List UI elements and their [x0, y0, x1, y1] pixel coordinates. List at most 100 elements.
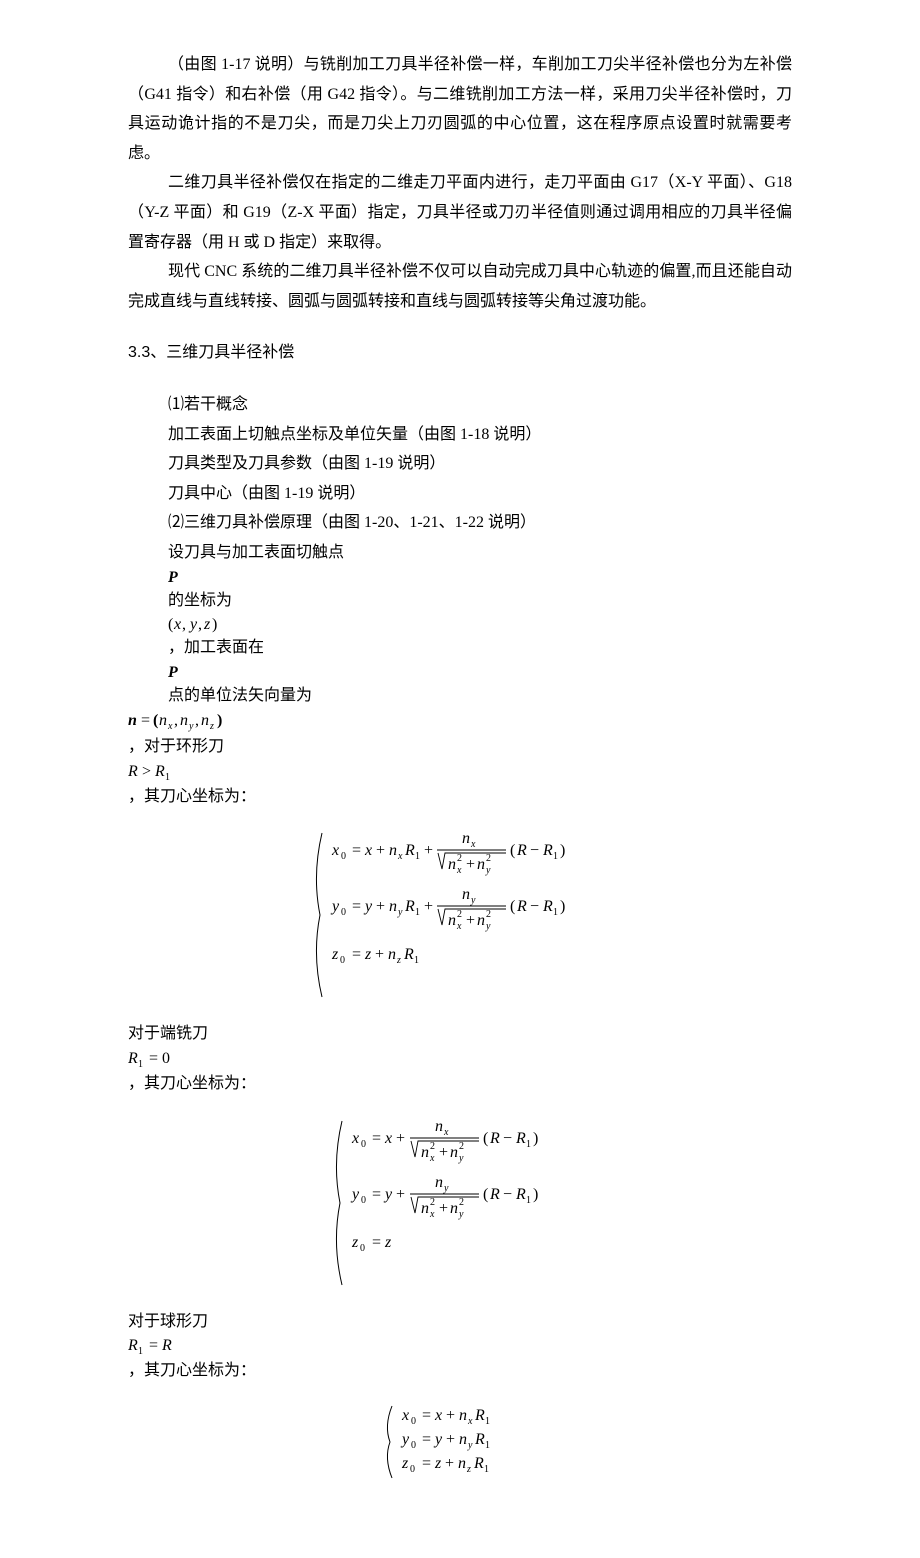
svg-text:x: x — [470, 839, 476, 850]
math-inline-R1eq0: R1 = 0 — [128, 1049, 182, 1069]
svg-text:+: + — [445, 1455, 454, 1472]
svg-text:0: 0 — [361, 1139, 366, 1150]
svg-text:): ) — [217, 712, 222, 729]
svg-text:x: x — [173, 616, 181, 633]
svg-text:x: x — [467, 1416, 473, 1427]
svg-text:2: 2 — [459, 1197, 464, 1208]
svg-text:2: 2 — [457, 853, 462, 864]
svg-text:z: z — [331, 946, 339, 963]
text-fragment: ，其刀心坐标为： — [128, 1075, 256, 1092]
svg-text:y: y — [433, 1431, 443, 1448]
svg-text:+: + — [424, 842, 433, 859]
math-inline-P: P — [168, 568, 184, 586]
paragraph-2: 二维刀具半径补偿仅在指定的二维走刀平面内进行，走刀平面由 G17（X-Y 平面）… — [128, 168, 792, 257]
text-fragment: ，对于环形刀 — [128, 738, 224, 755]
svg-text:=: = — [372, 1234, 381, 1251]
svg-text:,: , — [198, 616, 202, 633]
svg-text:R: R — [404, 898, 415, 915]
svg-text:1: 1 — [138, 1059, 143, 1069]
svg-text:0: 0 — [411, 1440, 416, 1451]
svg-text:+: + — [439, 1200, 448, 1217]
svg-text:n: n — [421, 1144, 429, 1161]
list-item-3: 刀具类型及刀具参数（由图 1-19 说明） — [128, 449, 792, 479]
svg-text:x: x — [434, 1407, 442, 1424]
svg-text:n: n — [462, 886, 470, 903]
math-inline-P2: P — [168, 663, 184, 681]
equation-block-2: x0 = x + nx n2x + n2y (R−R1) y0 = y + ny… — [128, 1113, 792, 1293]
svg-text:+: + — [446, 1407, 455, 1424]
text-fragment: 点的单位法矢向量为 — [168, 687, 312, 704]
svg-text:x: x — [456, 921, 462, 932]
svg-text:z: z — [434, 1455, 442, 1472]
svg-text:R: R — [403, 946, 414, 963]
svg-text:y: y — [330, 898, 340, 915]
svg-text:+: + — [439, 1144, 448, 1161]
svg-text:n: n — [388, 946, 396, 963]
text-fragment: 对于端铣刀 — [128, 1025, 208, 1042]
svg-text:1: 1 — [415, 907, 420, 918]
svg-text:=: = — [372, 1130, 381, 1147]
svg-text:R: R — [128, 1050, 138, 1067]
list-item-1: ⑴若干概念 — [128, 390, 792, 420]
svg-text:+: + — [376, 842, 385, 859]
text-fragment: ，其刀心坐标为： — [128, 788, 256, 805]
svg-text:x: x — [384, 1130, 392, 1147]
svg-text:R: R — [516, 842, 527, 859]
svg-text:R: R — [404, 842, 415, 859]
equation-block-1: x0 = x + nx R1 + nx n2x + n2y (R−R1) y0 … — [128, 825, 792, 1005]
svg-text:y: y — [188, 721, 194, 732]
svg-text:=: = — [352, 946, 361, 963]
svg-text:=: = — [352, 842, 361, 859]
svg-text:−: − — [503, 1130, 512, 1147]
svg-text:y: y — [383, 1186, 393, 1203]
svg-text:x: x — [167, 721, 173, 732]
svg-text:1: 1 — [165, 772, 170, 782]
svg-text:y: y — [467, 1440, 473, 1451]
equation-end-mill: x0 = x + nx n2x + n2y (R−R1) y0 = y + ny… — [330, 1113, 590, 1293]
svg-text:=: = — [149, 1050, 158, 1067]
svg-text:n: n — [450, 1200, 458, 1217]
svg-text:2: 2 — [430, 1141, 435, 1152]
svg-text:x: x — [429, 1153, 435, 1164]
svg-text:n: n — [435, 1118, 443, 1135]
svg-text:,: , — [174, 712, 178, 729]
svg-text:n: n — [448, 856, 456, 873]
svg-text:1: 1 — [485, 1416, 490, 1427]
svg-text:1: 1 — [484, 1464, 489, 1475]
svg-text:x: x — [429, 1209, 435, 1220]
svg-text:x: x — [364, 842, 372, 859]
svg-text:0: 0 — [341, 907, 346, 918]
svg-text:,: , — [195, 712, 199, 729]
svg-text:y: y — [363, 898, 373, 915]
list-item-6: 设刀具与加工表面切触点 P 的坐标为(x,y,z)，加工表面在 P 点的单位法矢… — [128, 538, 792, 710]
text-fragment: ，加工表面在 — [168, 639, 264, 656]
text-fragment: 对于球形刀 — [128, 1313, 208, 1330]
svg-text:=: = — [422, 1455, 431, 1472]
svg-text:=: = — [422, 1431, 431, 1448]
svg-text:n: n — [477, 912, 485, 929]
svg-text:n: n — [389, 898, 397, 915]
svg-text:z: z — [203, 616, 211, 633]
svg-text:R: R — [515, 1130, 526, 1147]
svg-text:x: x — [456, 865, 462, 876]
svg-text:z: z — [401, 1455, 409, 1472]
svg-text:n: n — [459, 1431, 467, 1448]
svg-text:R: R — [154, 763, 165, 780]
svg-text:R: R — [474, 1407, 485, 1424]
svg-text:+: + — [424, 898, 433, 915]
svg-text:1: 1 — [553, 907, 558, 918]
svg-text:P: P — [168, 569, 178, 586]
svg-text:2: 2 — [486, 853, 491, 864]
svg-text:n: n — [128, 712, 137, 729]
svg-text:R: R — [473, 1455, 484, 1472]
svg-text:y: y — [470, 895, 476, 906]
svg-text:x: x — [331, 842, 339, 859]
svg-text:−: − — [503, 1186, 512, 1203]
svg-text:=: = — [372, 1186, 381, 1203]
svg-text:x: x — [443, 1127, 449, 1138]
equation-ball-cutter: x0 = x + nx R1 y0 = y + ny R1 z0 = z + n… — [380, 1400, 540, 1484]
svg-text:(: ( — [483, 1130, 488, 1147]
svg-text:2: 2 — [486, 909, 491, 920]
svg-text:y: y — [485, 865, 491, 876]
svg-text:x: x — [401, 1407, 409, 1424]
